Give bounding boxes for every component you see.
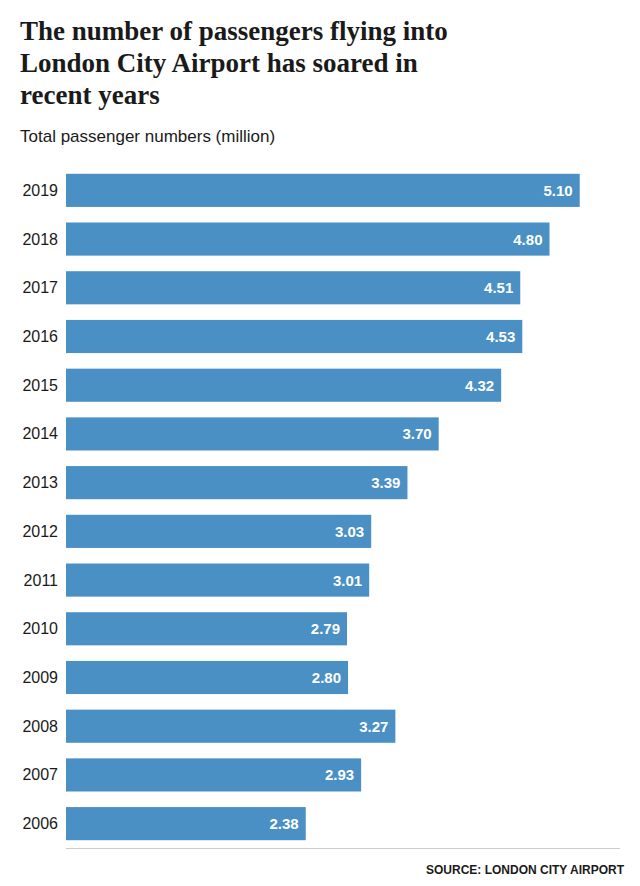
- bar: [66, 271, 520, 304]
- data-label: 3.03: [335, 523, 364, 540]
- data-label: 2.38: [270, 815, 299, 832]
- source: SOURCE: LONDON CITY AIRPORT: [426, 863, 625, 877]
- y-tick-label: 2019: [22, 182, 58, 199]
- data-label: 4.80: [513, 231, 542, 248]
- data-labels: 5.10 4.80 4.51 4.53 4.32 3.70 3.39 3.03 3.01 2.79…: [270, 182, 573, 832]
- bar: [66, 369, 501, 402]
- y-tick-label: 2015: [22, 377, 58, 394]
- y-tick-label: 2016: [22, 328, 58, 345]
- chart-container: The number of passengers flying intoLond…: [0, 0, 640, 886]
- subtitle: Total passenger numbers (million): [20, 127, 275, 146]
- bar: [66, 174, 580, 207]
- chart: The number of passengers flying intoLond…: [0, 0, 640, 886]
- y-tick-label: 2011: [24, 572, 59, 589]
- bars: [66, 174, 580, 840]
- y-tick-label: 2009: [22, 669, 58, 686]
- title-line: recent years: [20, 80, 160, 110]
- y-tick-label: 2010: [22, 620, 58, 637]
- y-tick-label: 2014: [22, 425, 58, 442]
- title: The number of passengers flying intoLond…: [20, 16, 448, 110]
- title-line: London City Airport has soared in: [20, 48, 418, 78]
- bar: [66, 515, 371, 548]
- data-label: 4.32: [465, 377, 494, 394]
- y-tick-label: 2018: [22, 231, 58, 248]
- data-label: 3.39: [371, 474, 400, 491]
- bar: [66, 710, 395, 743]
- data-label: 3.01: [333, 572, 362, 589]
- y-tick-label: 2008: [22, 718, 58, 735]
- bar: [66, 758, 361, 791]
- bar: [66, 612, 347, 645]
- bar: [66, 223, 549, 256]
- title-line: The number of passengers flying into: [20, 16, 448, 46]
- bar: [66, 466, 407, 499]
- y-tick-label: 2007: [22, 766, 58, 783]
- bar: [66, 564, 369, 597]
- data-label: 2.80: [312, 669, 341, 686]
- y-tick-label: 2012: [22, 523, 58, 540]
- y-tick-label: 2006: [22, 815, 58, 832]
- y-tick-labels: 2019 2018 2017 2016 2015 2014 2013 2012 2011 2010…: [22, 182, 58, 832]
- bar: [66, 417, 439, 450]
- data-label: 3.27: [359, 718, 388, 735]
- bar: [66, 320, 522, 353]
- x-axis-line: [66, 848, 620, 849]
- data-label: 2.93: [325, 766, 354, 783]
- data-label: 4.53: [486, 328, 515, 345]
- data-label: 2.79: [311, 620, 340, 637]
- data-label: 5.10: [544, 182, 573, 199]
- bar: [66, 807, 306, 840]
- y-tick-label: 2013: [22, 474, 58, 491]
- data-label: 3.70: [402, 425, 431, 442]
- y-tick-label: 2017: [22, 279, 58, 296]
- data-label: 4.51: [484, 279, 513, 296]
- background: [0, 0, 640, 886]
- bar: [66, 661, 348, 694]
